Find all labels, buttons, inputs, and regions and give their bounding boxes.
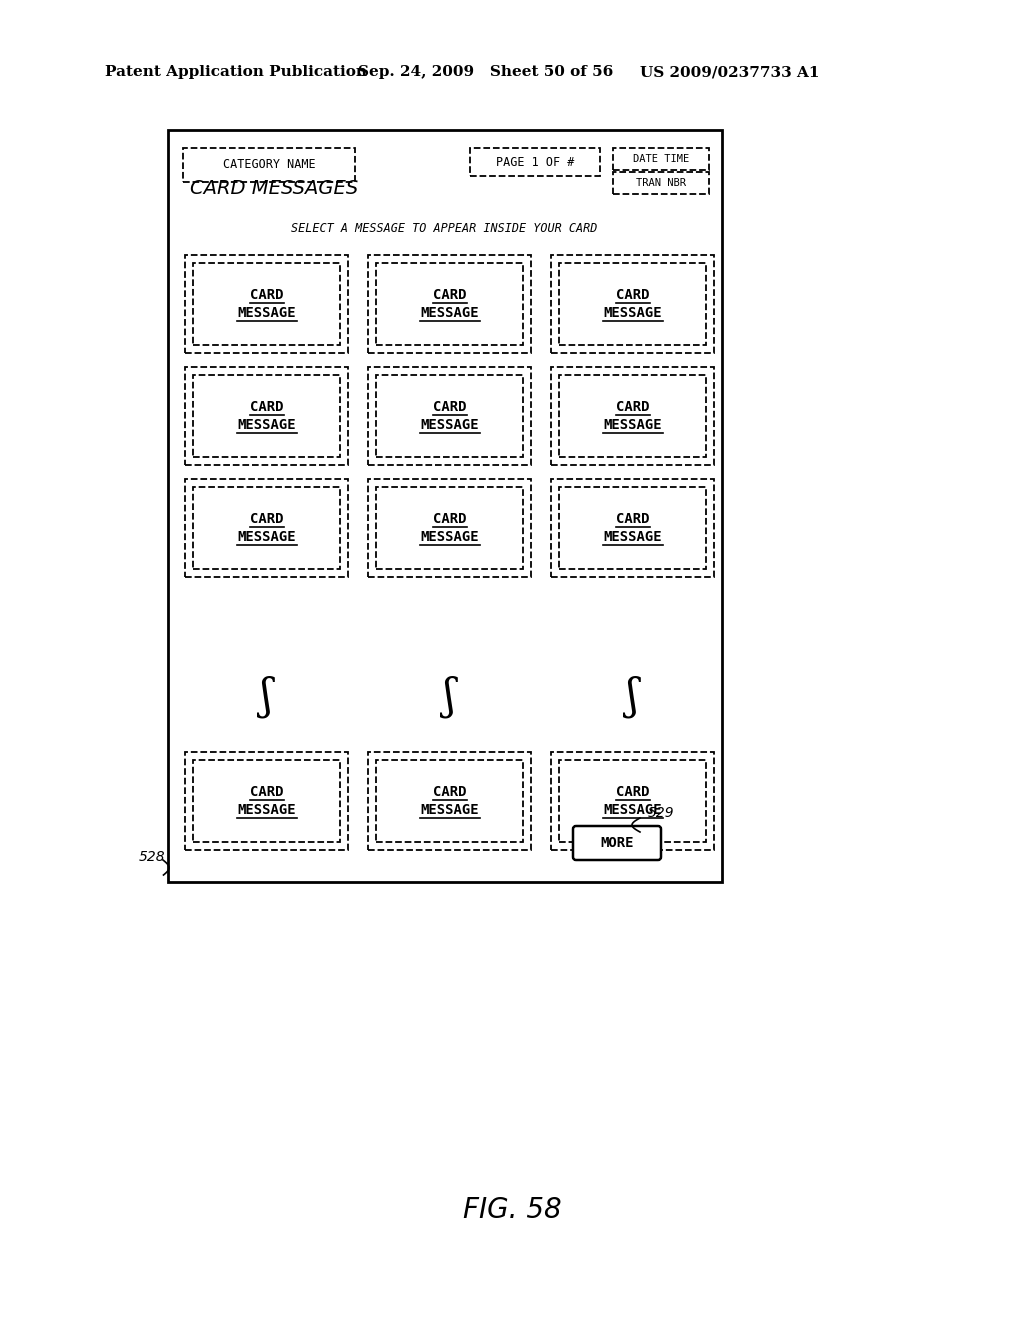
- Bar: [551, 367, 714, 465]
- Bar: [376, 760, 523, 842]
- Bar: [613, 172, 709, 194]
- Text: MESSAGE: MESSAGE: [238, 803, 296, 817]
- Text: MORE: MORE: [600, 836, 634, 850]
- Text: 528: 528: [138, 850, 165, 865]
- Bar: [183, 148, 355, 182]
- Text: CARD: CARD: [433, 512, 466, 525]
- Text: MESSAGE: MESSAGE: [420, 531, 479, 544]
- Bar: [613, 148, 709, 170]
- Text: Sep. 24, 2009   Sheet 50 of 56: Sep. 24, 2009 Sheet 50 of 56: [358, 65, 613, 79]
- Bar: [376, 375, 523, 457]
- Text: SELECT A MESSAGE TO APPEAR INSIDE YOUR CARD: SELECT A MESSAGE TO APPEAR INSIDE YOUR C…: [291, 222, 597, 235]
- Bar: [470, 148, 600, 176]
- Bar: [559, 760, 706, 842]
- Bar: [376, 487, 523, 569]
- Text: FIG. 58: FIG. 58: [463, 1196, 561, 1224]
- Bar: [193, 263, 340, 345]
- Text: MESSAGE: MESSAGE: [420, 306, 479, 319]
- Text: ʃ: ʃ: [627, 676, 638, 718]
- Text: CARD: CARD: [615, 400, 649, 414]
- Text: CARD: CARD: [250, 288, 284, 302]
- Text: CARD: CARD: [433, 288, 466, 302]
- Bar: [185, 255, 348, 352]
- Text: 529: 529: [648, 807, 675, 820]
- Text: CARD: CARD: [615, 512, 649, 525]
- Bar: [185, 367, 348, 465]
- Text: MESSAGE: MESSAGE: [238, 306, 296, 319]
- Text: MESSAGE: MESSAGE: [420, 803, 479, 817]
- Bar: [368, 255, 531, 352]
- Text: CATEGORY NAME: CATEGORY NAME: [222, 158, 315, 172]
- FancyBboxPatch shape: [573, 826, 662, 861]
- Text: CARD: CARD: [433, 785, 466, 799]
- Bar: [551, 479, 714, 577]
- Text: TRAN NBR: TRAN NBR: [636, 178, 686, 187]
- Text: CARD: CARD: [615, 785, 649, 799]
- Text: CARD MESSAGES: CARD MESSAGES: [190, 178, 358, 198]
- Bar: [193, 487, 340, 569]
- Bar: [185, 752, 348, 850]
- Text: MESSAGE: MESSAGE: [238, 418, 296, 432]
- Bar: [185, 479, 348, 577]
- Bar: [193, 760, 340, 842]
- Bar: [559, 487, 706, 569]
- Bar: [368, 479, 531, 577]
- Text: US 2009/0237733 A1: US 2009/0237733 A1: [640, 65, 819, 79]
- Text: ʃ: ʃ: [261, 676, 272, 718]
- Bar: [168, 129, 722, 882]
- Bar: [559, 375, 706, 457]
- Text: Patent Application Publication: Patent Application Publication: [105, 65, 367, 79]
- Text: ʃ: ʃ: [443, 676, 456, 718]
- Text: MESSAGE: MESSAGE: [603, 306, 662, 319]
- Bar: [193, 375, 340, 457]
- Text: MESSAGE: MESSAGE: [238, 531, 296, 544]
- Bar: [551, 752, 714, 850]
- Text: CARD: CARD: [433, 400, 466, 414]
- Bar: [376, 263, 523, 345]
- Bar: [368, 752, 531, 850]
- Text: MESSAGE: MESSAGE: [603, 803, 662, 817]
- Text: CARD: CARD: [250, 512, 284, 525]
- Text: MESSAGE: MESSAGE: [420, 418, 479, 432]
- Bar: [559, 263, 706, 345]
- Text: MESSAGE: MESSAGE: [603, 531, 662, 544]
- Bar: [551, 255, 714, 352]
- Text: DATE TIME: DATE TIME: [633, 154, 689, 164]
- Text: MESSAGE: MESSAGE: [603, 418, 662, 432]
- Text: CARD: CARD: [250, 400, 284, 414]
- Text: PAGE 1 OF #: PAGE 1 OF #: [496, 156, 574, 169]
- Text: CARD: CARD: [615, 288, 649, 302]
- Bar: [368, 367, 531, 465]
- Text: CARD: CARD: [250, 785, 284, 799]
